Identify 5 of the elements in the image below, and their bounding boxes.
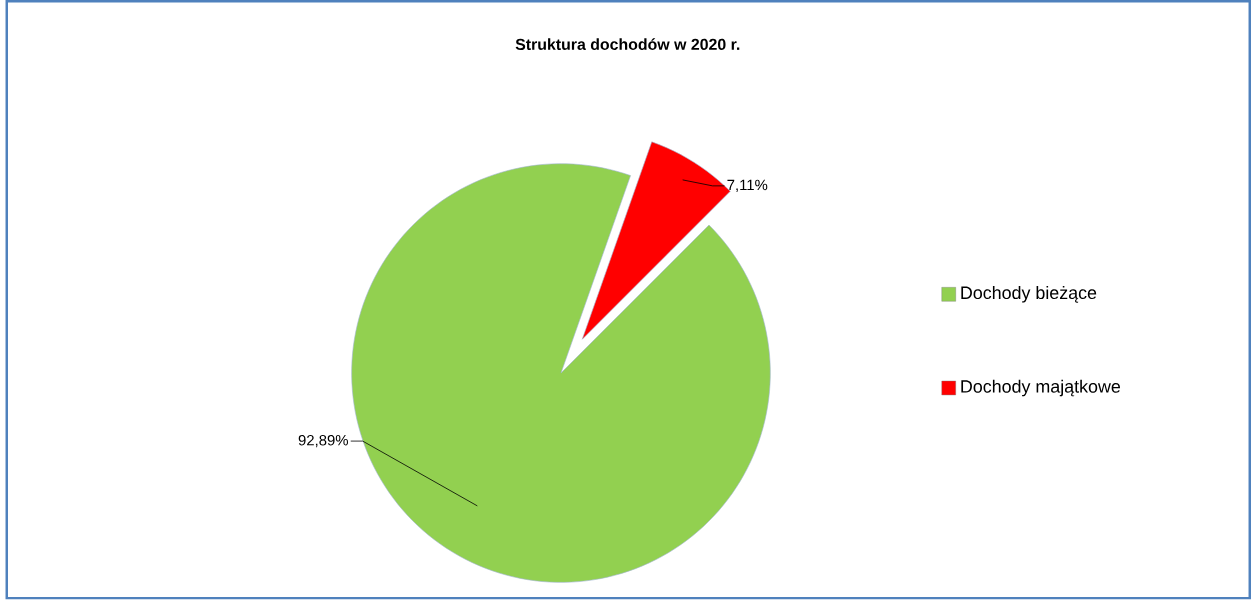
- data-label: 7,11%: [727, 179, 768, 193]
- legend-label: Dochody majątkowe: [961, 379, 1121, 397]
- legend-label: Dochody bieżące: [961, 286, 1097, 303]
- data-label: 92,89%: [298, 435, 348, 448]
- chart-title: Struktura dochodów w 2020 r.: [515, 38, 740, 51]
